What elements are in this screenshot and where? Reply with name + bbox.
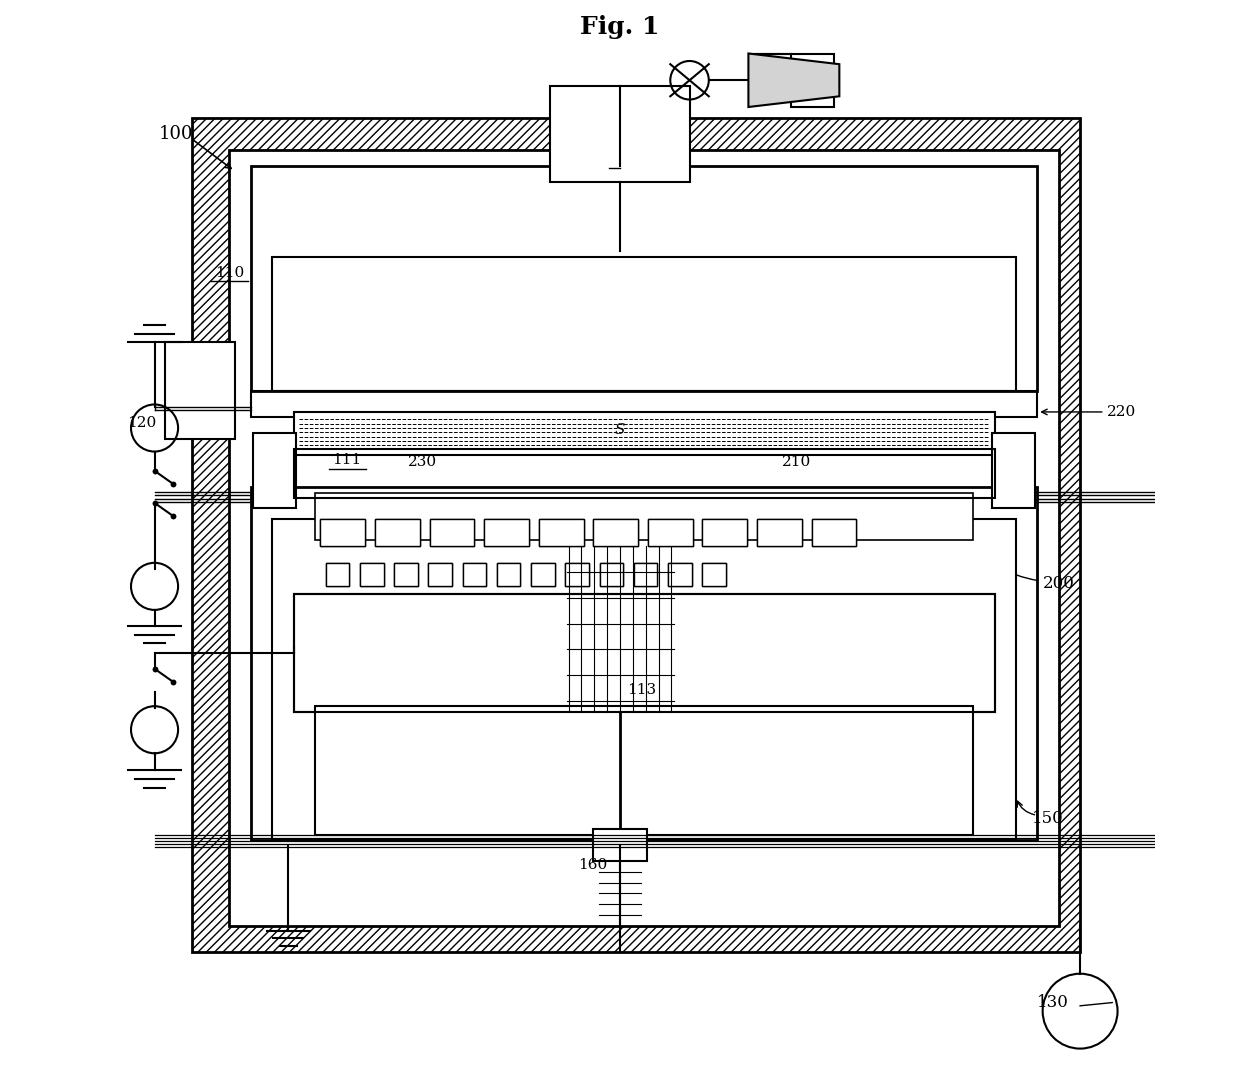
Bar bbox=[429, 563, 453, 586]
Bar bbox=[320, 519, 366, 546]
Bar bbox=[273, 257, 1016, 391]
Bar bbox=[165, 342, 234, 439]
Bar bbox=[702, 563, 725, 586]
Bar bbox=[668, 563, 692, 586]
Bar bbox=[565, 563, 589, 586]
Text: 230: 230 bbox=[408, 455, 436, 470]
Bar bbox=[634, 563, 657, 586]
Bar bbox=[1193, 610, 1240, 690]
Bar bbox=[756, 519, 802, 546]
Text: 130: 130 bbox=[1038, 994, 1069, 1011]
Bar bbox=[273, 519, 1016, 840]
Bar bbox=[992, 433, 1035, 508]
Bar bbox=[593, 519, 639, 546]
Bar bbox=[593, 829, 647, 861]
Bar bbox=[250, 487, 1038, 840]
Bar bbox=[429, 519, 475, 546]
Bar bbox=[647, 519, 693, 546]
Bar bbox=[1214, 321, 1240, 355]
Bar bbox=[702, 519, 748, 546]
Bar bbox=[538, 519, 584, 546]
Bar bbox=[320, 519, 366, 546]
Bar bbox=[484, 519, 529, 546]
Bar bbox=[756, 519, 802, 546]
Bar bbox=[250, 166, 1038, 257]
Bar bbox=[394, 563, 418, 586]
Bar bbox=[360, 563, 383, 586]
Bar bbox=[497, 563, 521, 586]
Bar bbox=[326, 563, 350, 586]
Bar bbox=[250, 391, 1038, 417]
Bar bbox=[253, 433, 296, 508]
Bar bbox=[250, 369, 1038, 396]
Bar bbox=[294, 594, 994, 712]
Bar bbox=[463, 563, 486, 586]
Polygon shape bbox=[749, 54, 835, 107]
Bar bbox=[165, 342, 234, 439]
Bar bbox=[394, 563, 418, 586]
Bar bbox=[497, 563, 521, 586]
Bar bbox=[374, 519, 420, 546]
Bar bbox=[702, 519, 748, 546]
Polygon shape bbox=[749, 54, 839, 107]
Bar bbox=[250, 717, 1038, 813]
Text: S: S bbox=[615, 423, 625, 438]
Bar bbox=[702, 563, 725, 586]
Text: 160: 160 bbox=[579, 857, 608, 872]
Bar bbox=[429, 563, 453, 586]
Bar bbox=[531, 563, 554, 586]
Bar bbox=[429, 519, 475, 546]
Bar bbox=[229, 150, 1059, 926]
Text: Fig. 1: Fig. 1 bbox=[580, 15, 660, 39]
Bar bbox=[634, 563, 657, 586]
Bar bbox=[463, 563, 486, 586]
Bar bbox=[326, 563, 350, 586]
Bar bbox=[250, 166, 1038, 391]
Text: 150: 150 bbox=[1032, 810, 1064, 827]
Bar bbox=[294, 412, 994, 455]
Bar bbox=[538, 519, 584, 546]
Bar bbox=[531, 563, 554, 586]
Text: 220: 220 bbox=[1107, 404, 1136, 419]
Bar bbox=[565, 563, 589, 586]
Bar bbox=[593, 519, 639, 546]
Bar bbox=[315, 493, 973, 540]
Bar bbox=[600, 563, 624, 586]
Text: 200: 200 bbox=[1043, 575, 1075, 592]
Bar bbox=[811, 519, 857, 546]
Bar bbox=[374, 519, 420, 546]
Text: 113: 113 bbox=[627, 683, 656, 698]
Bar bbox=[192, 118, 1080, 952]
Bar bbox=[551, 86, 689, 182]
Bar bbox=[992, 433, 1035, 508]
Bar bbox=[360, 563, 383, 586]
Text: 210: 210 bbox=[782, 455, 811, 470]
Text: 120: 120 bbox=[126, 415, 156, 430]
Bar bbox=[647, 519, 693, 546]
Bar bbox=[811, 519, 857, 546]
Bar bbox=[273, 388, 1016, 412]
Bar bbox=[294, 594, 994, 712]
Bar bbox=[668, 563, 692, 586]
Bar bbox=[315, 706, 973, 835]
Bar bbox=[253, 433, 296, 508]
Bar bbox=[484, 519, 529, 546]
Text: 100: 100 bbox=[159, 125, 193, 142]
Text: 110: 110 bbox=[215, 265, 244, 280]
Text: 111: 111 bbox=[332, 453, 362, 468]
Bar bbox=[294, 594, 994, 712]
Bar bbox=[294, 449, 994, 498]
Bar bbox=[294, 498, 994, 599]
Bar bbox=[1182, 588, 1240, 706]
Bar bbox=[294, 449, 994, 498]
Bar bbox=[600, 563, 624, 586]
